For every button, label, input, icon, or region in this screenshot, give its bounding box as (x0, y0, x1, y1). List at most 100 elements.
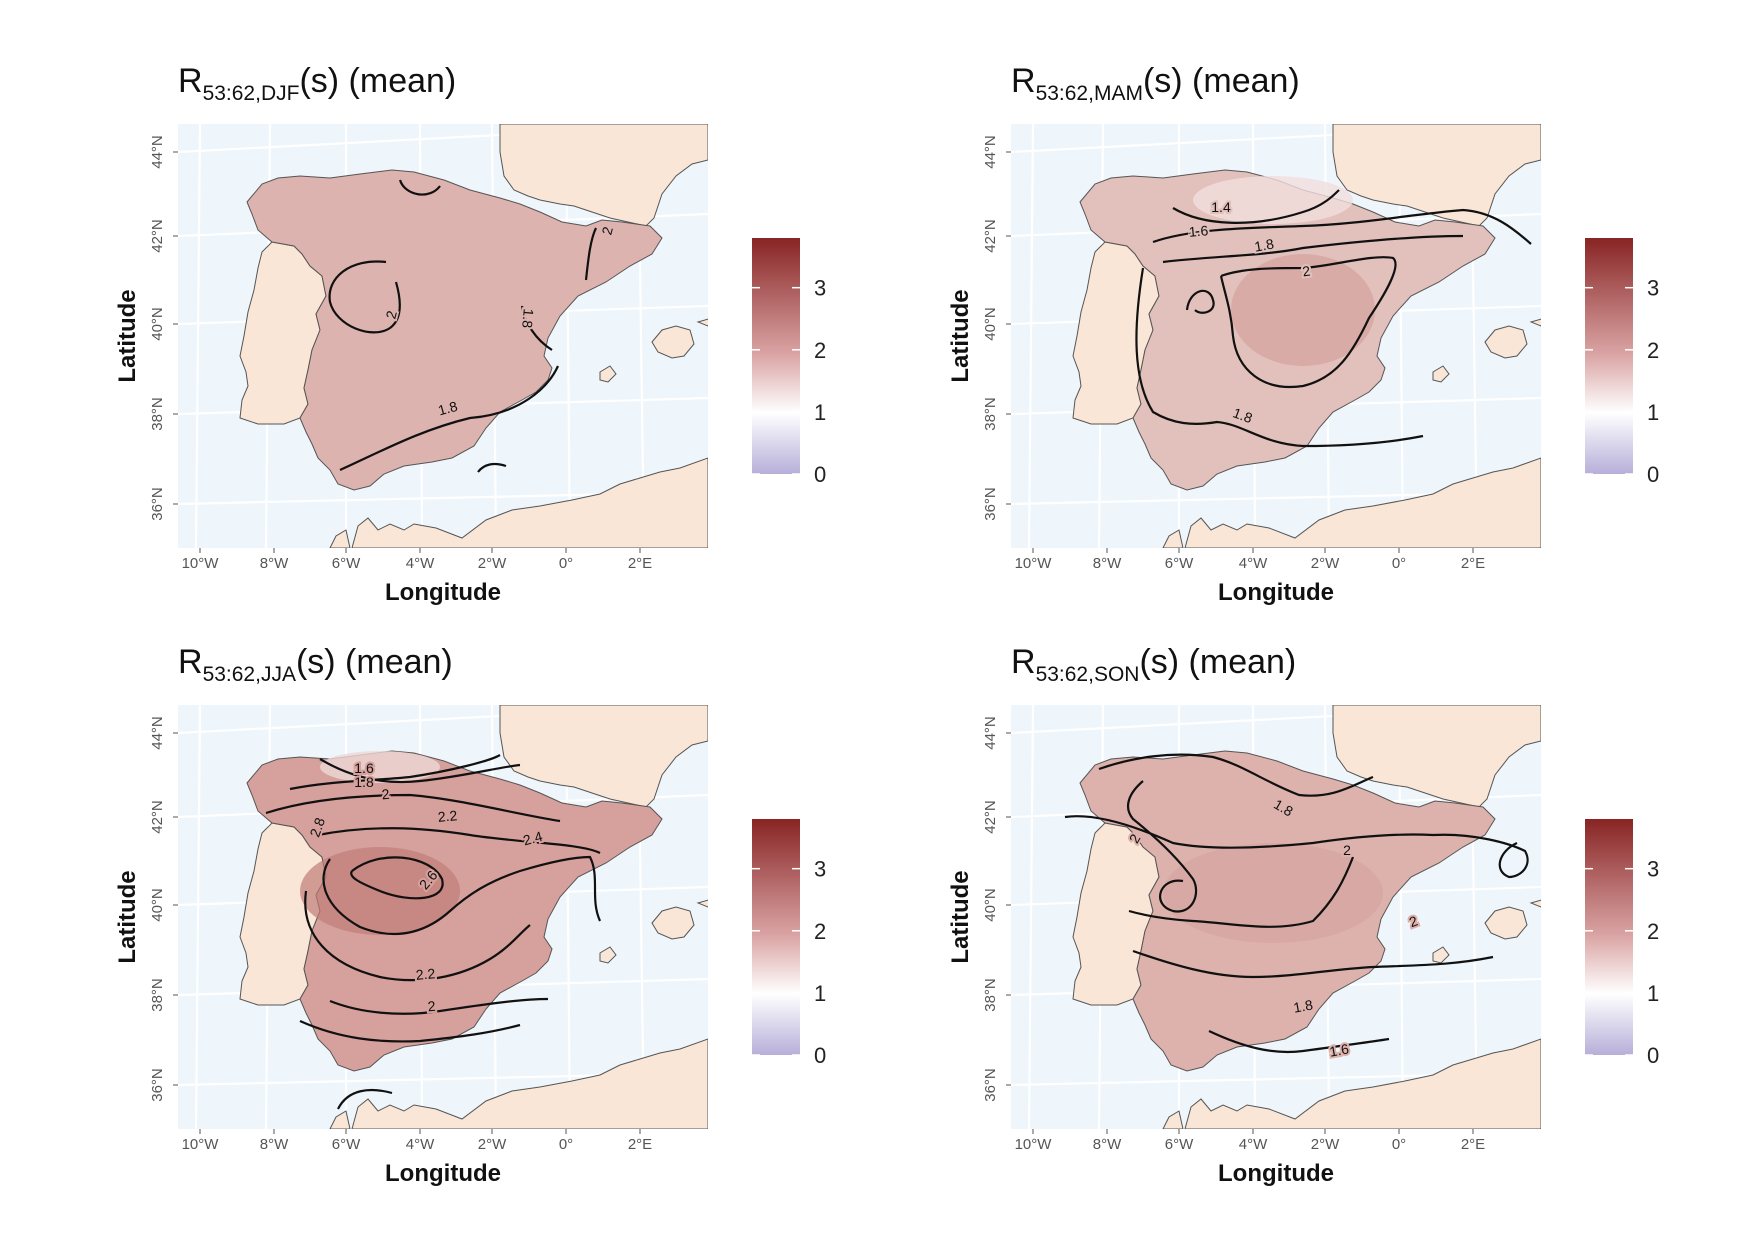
title-subscript: 53:62,JJA (203, 663, 296, 686)
legend-colorbar (752, 819, 800, 1055)
legend-tick-label: 3 (1647, 857, 1659, 882)
contour-line (520, 305, 553, 351)
land-outline (1332, 705, 1541, 808)
title-main: R (178, 62, 203, 100)
x-tick-label: 6°W (332, 555, 361, 572)
land-outline (499, 705, 708, 808)
land-outline (1184, 1038, 1541, 1129)
legend-tick-label: 0 (1647, 462, 1659, 487)
title-main: R (1011, 62, 1036, 100)
land-outline (1332, 124, 1541, 227)
y-axis-label: Latitude (947, 870, 974, 963)
y-tick-label: 40°N (149, 307, 166, 341)
contour-line (329, 997, 549, 1015)
panel-title: R53:62,JJA(s) (mean) (178, 643, 453, 686)
panel-title: R53:62,DJF(s) (mean) (178, 62, 456, 105)
x-tick-label: 4°W (1239, 1136, 1268, 1153)
land-outline (651, 906, 695, 940)
legend-tick-label: 2 (1647, 919, 1659, 944)
legend-tick-label: 3 (1647, 276, 1659, 301)
contour-line (339, 365, 560, 472)
y-tick-label: 36°N (149, 1068, 166, 1102)
contour-line (1128, 856, 1355, 928)
contour-line (328, 260, 401, 334)
legend-colorbar (1585, 238, 1633, 474)
contour-line (1126, 780, 1198, 913)
contour-line (1219, 256, 1397, 389)
y-tick-label: 36°N (982, 487, 999, 521)
panel-2: R53:62,MAM(s) (mean)1.41.61.821.810°W 8°W… (947, 62, 1659, 606)
y-tick-label: 40°N (982, 888, 999, 922)
y-tick-label: 44°N (982, 716, 999, 750)
x-tick-label: 10°W (1015, 555, 1053, 572)
legend-tick-label: 1 (814, 981, 826, 1006)
x-tick-label: 6°W (1165, 1136, 1194, 1153)
contour-label: 1.8 (1292, 996, 1314, 1015)
contour-line (1162, 234, 1464, 264)
y-axis-label: Latitude (947, 289, 974, 382)
contour-label: 1.4 (1211, 199, 1231, 215)
contour-label: 2.2 (437, 807, 458, 825)
x-tick-label: 10°W (1015, 1136, 1053, 1153)
legend-tick-label: 0 (814, 462, 826, 487)
graticule-meridian (194, 705, 202, 1129)
title-main: R (1011, 643, 1036, 681)
x-tick-label: 4°W (406, 1136, 435, 1153)
contour-line (1064, 815, 1529, 879)
legend-tick-label: 3 (814, 276, 826, 301)
title-main: R (178, 643, 203, 681)
legend-tick-label: 2 (1647, 338, 1659, 363)
y-tick-label: 42°N (982, 219, 999, 253)
x-tick-label: 10°W (182, 1136, 220, 1153)
land-outline (599, 365, 617, 383)
x-tick-label: 4°W (406, 555, 435, 572)
title-subscript: 53:62,DJF (203, 82, 300, 105)
legend-tick-label: 2 (814, 338, 826, 363)
y-axis-label: Latitude (114, 289, 141, 382)
x-tick-label: 0° (559, 1136, 573, 1153)
title-tail: (s) (mean) (1139, 643, 1296, 681)
contour-line (265, 793, 561, 823)
legend-tick-label: 1 (1647, 981, 1659, 1006)
land-outline (651, 325, 695, 359)
x-axis-label: Longitude (1218, 579, 1334, 606)
panel-title: R53:62,SON(s) (mean) (1011, 643, 1296, 686)
x-tick-label: 8°W (1093, 1136, 1122, 1153)
land-outline (1162, 529, 1184, 548)
y-tick-label: 44°N (149, 716, 166, 750)
land-outline (1162, 1110, 1184, 1129)
x-tick-label: 8°W (260, 1136, 289, 1153)
y-tick-label: 42°N (149, 800, 166, 834)
contour-line (299, 1019, 521, 1043)
contour-line (477, 462, 507, 473)
panel-title: R53:62,MAM(s) (mean) (1011, 62, 1300, 105)
contour-label: 1.6 (1188, 222, 1209, 240)
x-tick-label: 0° (1392, 1136, 1406, 1153)
contour-line (350, 856, 444, 900)
title-tail: (s) (mean) (1143, 62, 1300, 100)
contour-line (1152, 208, 1532, 245)
title-subscript: 53:62,SON (1036, 663, 1140, 686)
contour-line (1208, 1030, 1390, 1054)
field-low-area (1193, 176, 1353, 224)
y-tick-label: 38°N (149, 978, 166, 1012)
contour-label: 2 (1343, 842, 1351, 858)
land-outline (1529, 899, 1541, 908)
y-tick-label: 42°N (982, 800, 999, 834)
land-outline (1529, 318, 1541, 327)
map-area: 22 1.81.8 (178, 124, 708, 548)
land-outline (1432, 365, 1450, 383)
contour-line (398, 179, 441, 196)
land-outline (1184, 457, 1541, 548)
y-axis-label: Latitude (114, 870, 141, 963)
contour-line (1098, 753, 1374, 797)
legend-colorbar (1585, 819, 1633, 1055)
legend-tick-label: 1 (1647, 400, 1659, 425)
land-outline (1484, 906, 1528, 940)
land-outline (696, 318, 708, 327)
contour-line (304, 890, 531, 982)
x-tick-label: 2°E (1461, 555, 1485, 572)
